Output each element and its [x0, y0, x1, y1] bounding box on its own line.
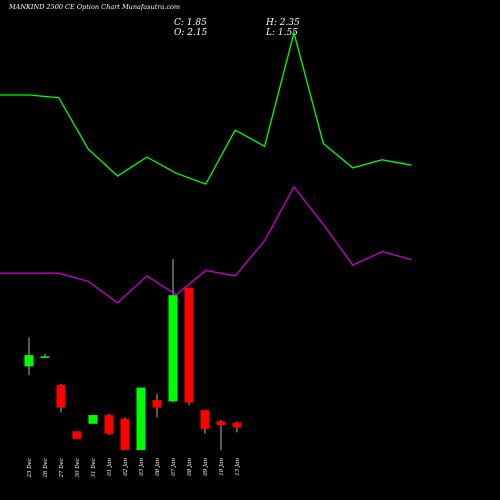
high-value: H: 2.35: [266, 18, 300, 28]
x-tick-label: 09 Jan: [203, 458, 209, 476]
x-tick-label: 30 Dec: [75, 458, 81, 478]
candle-body: [200, 410, 210, 429]
candle-body: [232, 422, 242, 428]
x-tick-label: 10 Jan: [219, 458, 225, 476]
candle-body: [72, 431, 82, 439]
x-tick-label: 13 Jan: [235, 458, 241, 476]
x-tick-label: 23 Dec: [27, 458, 33, 479]
candle-body: [40, 356, 50, 358]
candle-body: [56, 385, 66, 408]
candle-body: [24, 355, 34, 367]
candle-body: [136, 387, 146, 450]
close-value: C: 1.85: [174, 18, 207, 28]
x-tick-label: 07 Jan: [171, 458, 177, 476]
x-tick-label: 08 Jan: [187, 458, 193, 476]
candle-body: [120, 418, 130, 450]
x-tick-label: 26 Dec: [43, 458, 49, 479]
candle-body: [104, 415, 114, 434]
x-tick-label: 01 Jan: [107, 458, 113, 476]
candle-body: [88, 415, 98, 424]
x-tick-label: 06 Jan: [155, 458, 161, 476]
upper-line-series: [0, 30, 412, 185]
open-value: O: 2.15: [174, 28, 208, 38]
chart-title: MANKIND 2500 CE Option Chart Munafasutra…: [9, 3, 181, 11]
x-tick-label: 31 Dec: [91, 458, 97, 478]
candle-body: [216, 421, 226, 426]
x-tick-label: 03 Jan: [139, 458, 145, 476]
x-tick-label: 27 Dec: [59, 458, 65, 479]
low-value: L: 1.55: [266, 28, 298, 38]
candle-body: [184, 287, 194, 403]
candle-body: [152, 400, 162, 408]
candle-body: [168, 295, 178, 402]
x-tick-label: 02 Jan: [123, 458, 129, 476]
lower-line-series: [0, 185, 412, 304]
